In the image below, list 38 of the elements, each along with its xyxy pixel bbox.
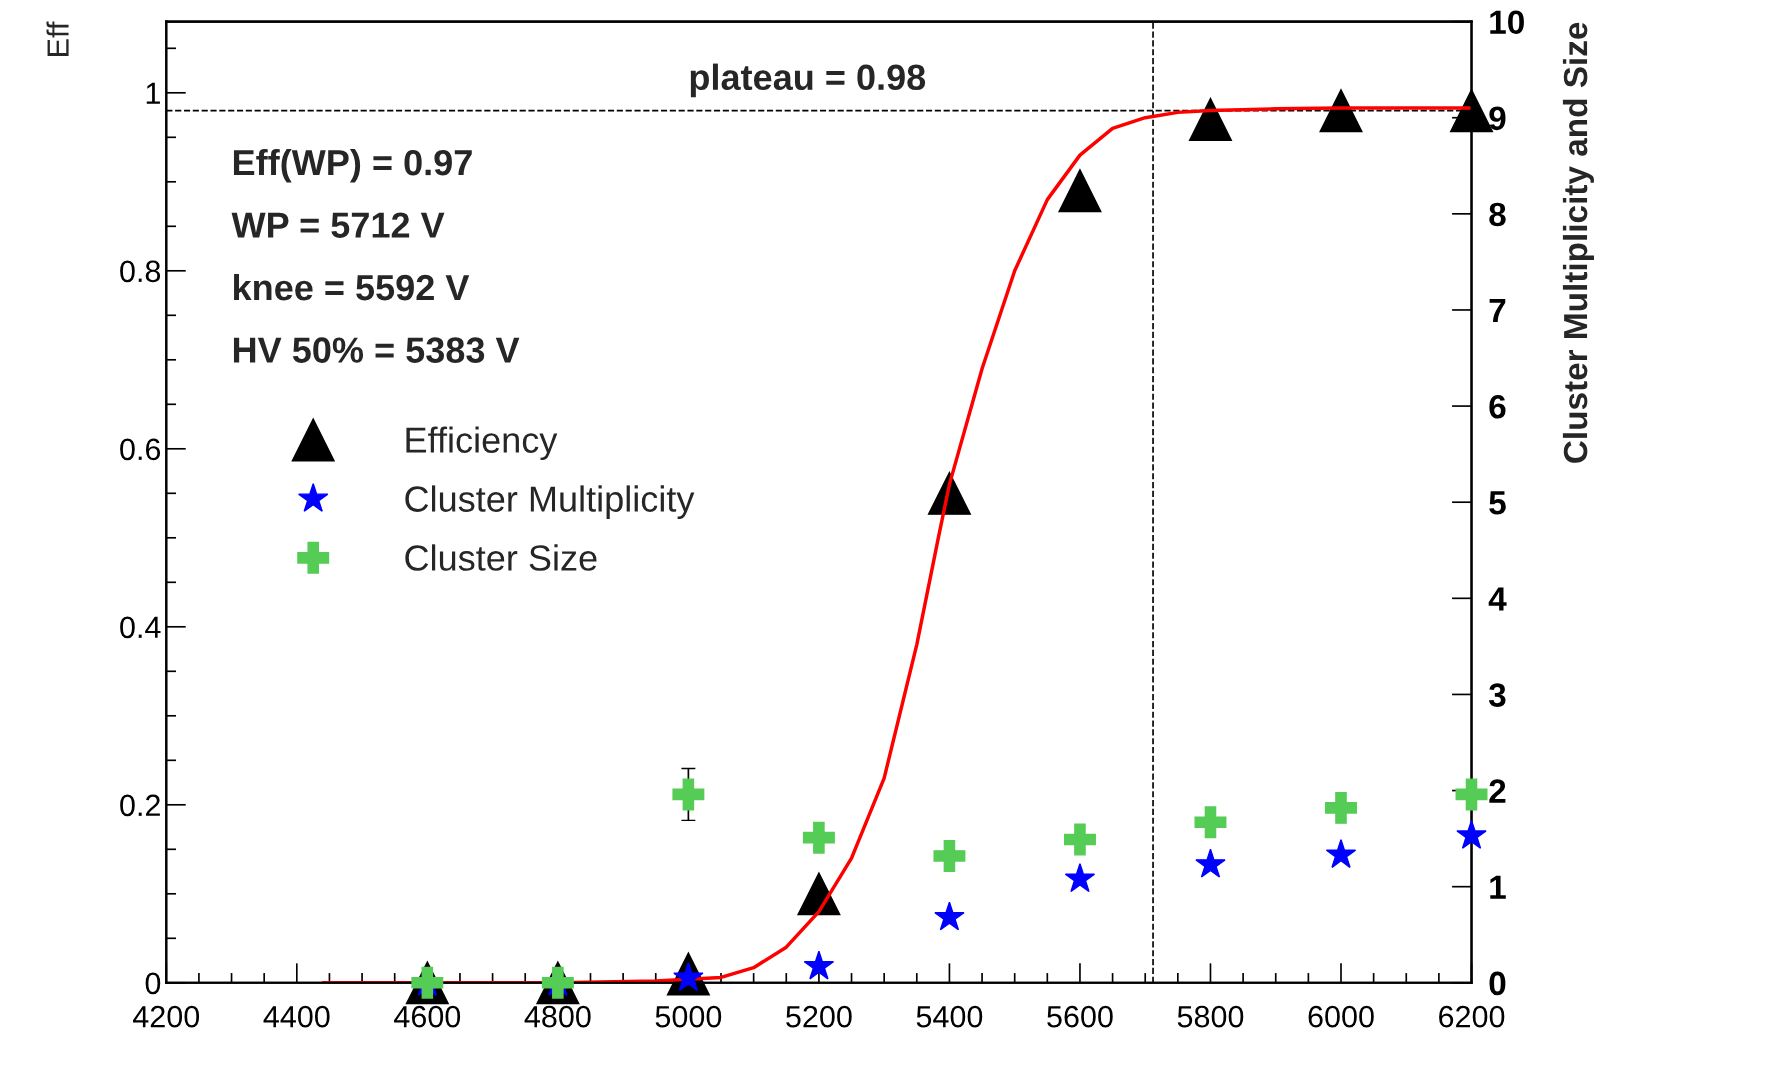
annotation: knee = 5592 V <box>234 273 470 301</box>
y2-tick-label: 7 <box>1489 299 1506 323</box>
y2-tick-label: 6 <box>1489 394 1506 419</box>
annotation: plateau = 0.98 <box>690 63 926 98</box>
x-tick-label: 6200 <box>1439 1005 1505 1028</box>
x-tick-label: 5400 <box>916 1005 983 1028</box>
y2-tick-label: 2 <box>1489 779 1506 803</box>
y2-tick-label: 10 <box>1490 10 1524 35</box>
annotation: HV 50% = 5383 V <box>233 337 520 363</box>
y2-tick-label: 4 <box>1488 587 1507 611</box>
y-tick-label: 0.4 <box>120 616 161 639</box>
y2-tick-label: 1 <box>1490 875 1506 899</box>
legend-label: Cluster Multiplicity <box>405 485 695 520</box>
legend-label: Efficiency <box>406 426 558 461</box>
legend-label: Cluster Size <box>405 544 597 571</box>
y2-tick-label: 9 <box>1489 106 1506 131</box>
x-tick-label: 4800 <box>524 1005 591 1028</box>
y-tick-label: 0.2 <box>120 794 160 817</box>
y2-tick-label: 3 <box>1488 683 1506 707</box>
x-tick-label: 5000 <box>655 1005 722 1028</box>
x-tick-label: 4400 <box>263 1005 330 1028</box>
annotation: WP = 5712 V <box>231 212 445 238</box>
y-axis-title: Eff <box>46 21 69 56</box>
y2-tick-label: 5 <box>1489 491 1506 515</box>
x-tick-label: 5800 <box>1177 1005 1244 1028</box>
x-tick-label: 4600 <box>394 1005 461 1028</box>
x-tick-label: 5200 <box>786 1005 852 1028</box>
x-tick-label: 4200 <box>133 1005 200 1028</box>
y-tick-label: 1 <box>146 82 160 104</box>
y-tick-label: 0.6 <box>120 438 161 461</box>
y2-tick-label: 0 <box>1489 971 1506 996</box>
annotation: Eff(WP) = 0.97 <box>233 148 472 183</box>
x-tick-label: 5600 <box>1047 1005 1113 1028</box>
y2-tick-label: 8 <box>1489 202 1506 227</box>
y2-axis-title: Cluster Multiplicity and Size <box>1562 22 1594 463</box>
y-tick-label: 0 <box>145 972 161 995</box>
y-tick-label: 0.8 <box>120 260 161 283</box>
x-tick-label: 6000 <box>1308 1005 1374 1028</box>
